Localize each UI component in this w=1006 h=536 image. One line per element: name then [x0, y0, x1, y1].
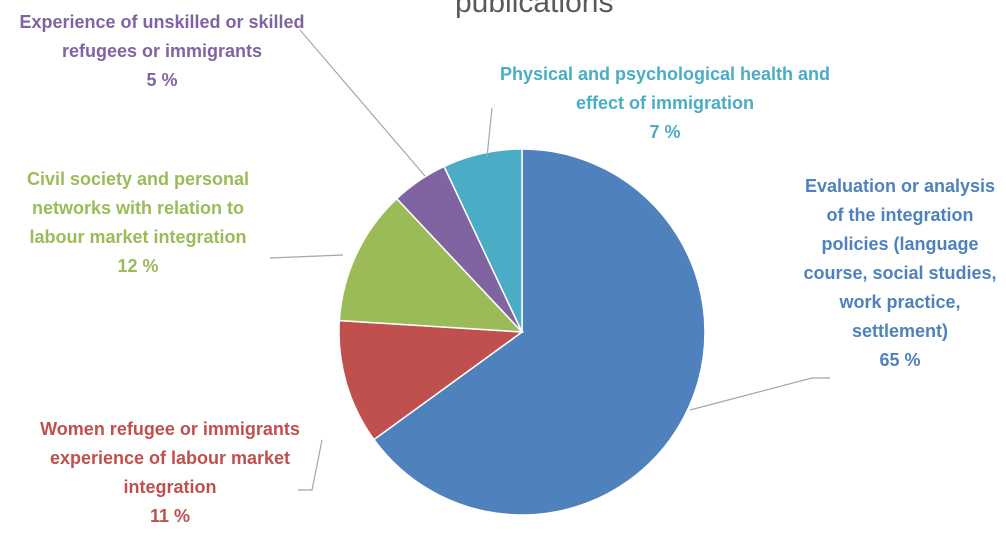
value-label: 11 % — [149, 506, 191, 526]
value-label: 12 % — [117, 256, 159, 276]
pie-slice — [338, 319, 525, 441]
chart-title: publications — [455, 0, 614, 19]
leader-line — [299, 29, 426, 177]
pie-slice — [372, 148, 706, 516]
slice-label: Physical and psychological health and ef… — [475, 60, 855, 147]
pie-slice — [443, 148, 523, 333]
value-label: 65 % — [879, 350, 921, 370]
pie-slice — [338, 197, 524, 333]
category-label: Physical and psychological health and ef… — [499, 64, 831, 113]
leader-line — [486, 107, 493, 158]
slice-label: Evaluation or analysis of the integratio… — [800, 172, 1000, 375]
value-label: 7 % — [649, 122, 681, 142]
slice-label: Experience of unskilled or skilled refug… — [12, 8, 312, 95]
category-label: Evaluation or analysis of the integratio… — [803, 176, 997, 341]
value-label: 5 % — [146, 70, 178, 90]
slice-label: Civil society and personal networks with… — [5, 165, 271, 281]
slice-label: Women refugee or immigrants experience o… — [40, 415, 300, 531]
category-label: Women refugee or immigrants experience o… — [40, 419, 300, 497]
leader-line — [269, 254, 344, 259]
leader-line — [689, 377, 830, 411]
leader-line — [298, 439, 323, 491]
category-label: Civil society and personal networks with… — [26, 169, 250, 247]
category-label: Experience of unskilled or skilled refug… — [19, 12, 305, 61]
